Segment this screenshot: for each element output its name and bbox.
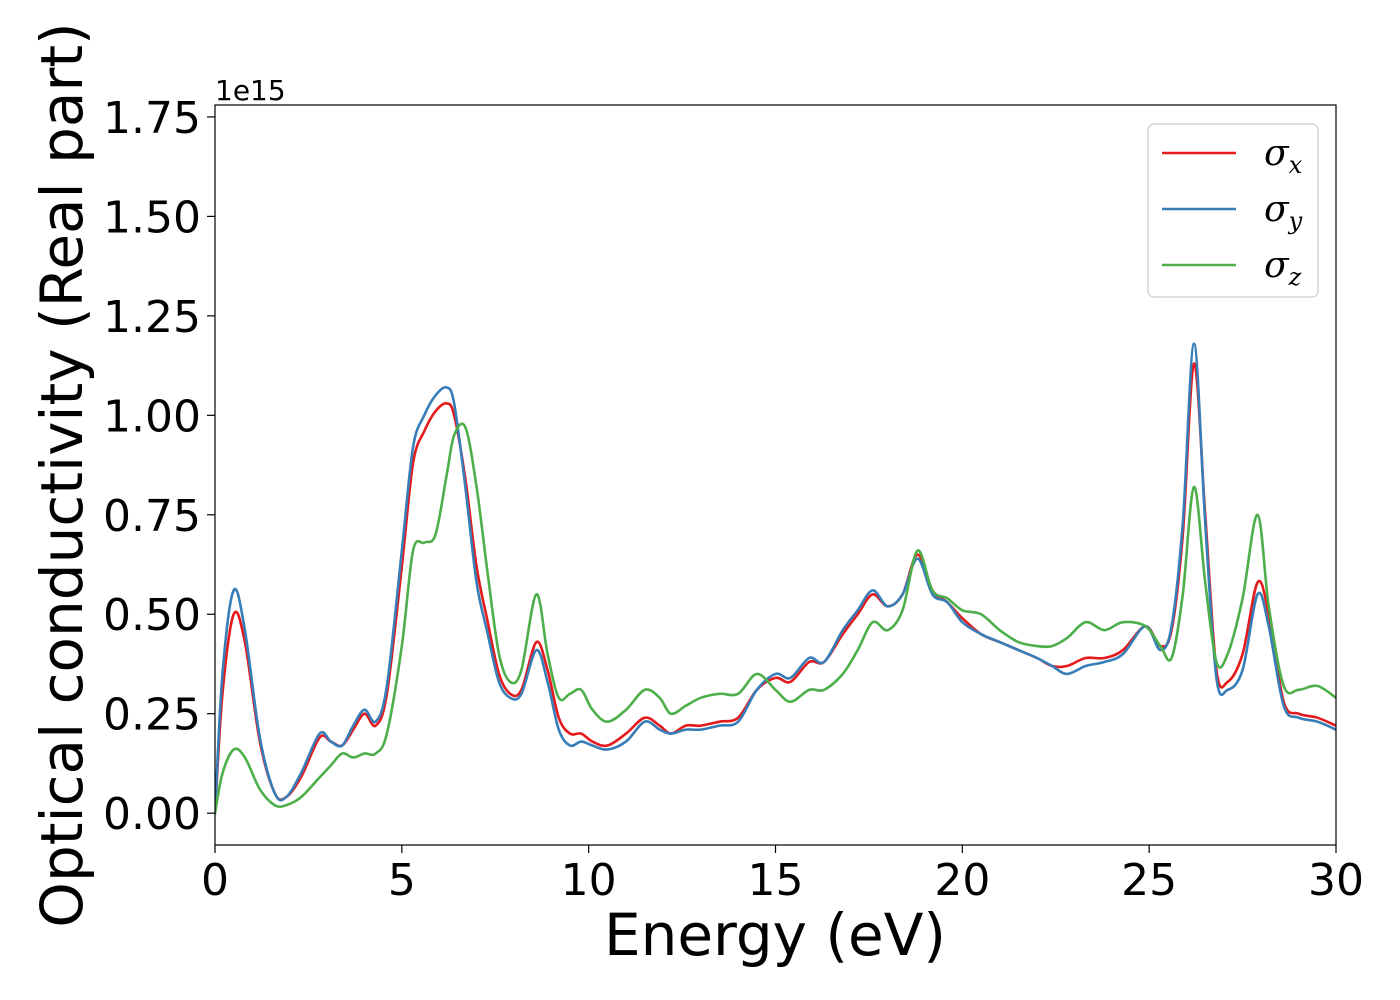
legend-label-x: σx [1264,133,1303,179]
legend-box [1147,123,1319,298]
y-tick-label: 1.25 [103,292,201,343]
series-layer [215,342,1336,815]
series-line-z [215,422,1336,815]
x-tick-label: 5 [388,855,416,906]
x-tick-label: 0 [201,855,229,906]
x-tick-label: 10 [561,855,617,906]
x-tick-label: 15 [748,855,804,906]
x-axis-title: Energy (eV) [604,901,946,969]
x-tick-label: 30 [1308,855,1364,906]
x-tick-label: 25 [1121,855,1177,906]
y-axis-title: Optical conductivity (Real part) [28,22,96,927]
y-tick-label: 0.25 [103,690,201,741]
y-tick-label: 1.00 [103,391,201,442]
series-line-y [215,342,1336,815]
y-tick-label: 1.50 [103,192,201,243]
x-tick-label: 20 [934,855,990,906]
y-tick-label: 0.50 [103,590,201,641]
y-offset-label: 1e15 [215,74,286,107]
x-axis: 0 5 10 15 20 25 30 [201,845,1364,906]
y-axis: 0.00 0.25 0.50 0.75 1.00 1.25 1.50 1.75 [103,93,215,840]
legend-label-y: σy [1264,189,1303,235]
y-tick-label: 0.75 [103,491,201,542]
y-tick-label: 1.75 [103,93,201,144]
legend-label-z: σz [1264,245,1302,291]
legend: σx σy σz [1147,123,1319,298]
y-tick-label: 0.00 [103,789,201,840]
